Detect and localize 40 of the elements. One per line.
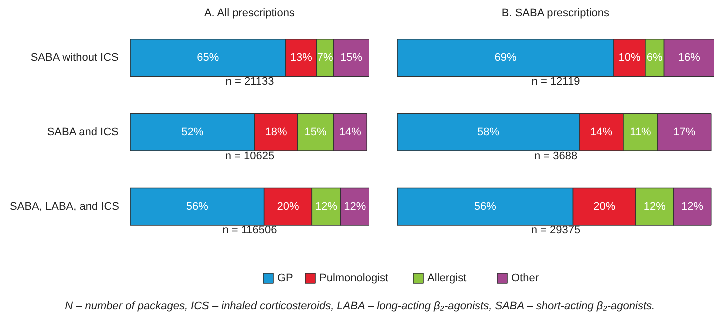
data-label: 12% xyxy=(682,200,704,213)
data-label: 7% xyxy=(317,52,334,64)
y-tick-label: SABA and ICS xyxy=(47,126,119,138)
chart-title: A. All prescriptions xyxy=(204,8,296,20)
data-label: 17% xyxy=(674,126,696,138)
data-label: 16% xyxy=(678,52,701,64)
annotation: n = 10625 xyxy=(225,150,275,162)
data-label: 18% xyxy=(265,126,288,138)
data-label: 6% xyxy=(646,52,664,64)
data-label: 11% xyxy=(630,126,652,138)
data-label: 65% xyxy=(197,52,220,64)
legend-label: Allergist xyxy=(428,272,467,284)
data-label: 14% xyxy=(339,126,362,138)
annotation: n = 12119 xyxy=(532,76,580,88)
data-label: 15% xyxy=(304,126,327,138)
data-label: 15% xyxy=(340,52,363,64)
annotation: n = 3688 xyxy=(534,150,578,162)
data-label: 20% xyxy=(277,200,300,213)
annotation: n = 29375 xyxy=(531,224,581,237)
data-label: 14% xyxy=(590,126,613,138)
chart-title: B. SABA prescriptions xyxy=(502,8,610,20)
data-label: 58% xyxy=(478,126,500,138)
data-label: 10% xyxy=(618,52,641,64)
data-label: 56% xyxy=(186,200,209,213)
data-label: 12% xyxy=(644,200,666,213)
y-tick-label: SABA, LABA, and ICS xyxy=(10,200,120,213)
legend-label: Other xyxy=(512,272,540,284)
data-label: 12% xyxy=(344,200,366,213)
data-label: 69% xyxy=(494,52,518,64)
legend-label: Pulmonologist xyxy=(320,272,389,284)
y-tick-label: SABA without ICS xyxy=(30,52,119,64)
data-label: 52% xyxy=(182,126,204,138)
text: N – number of packages, ICS – inhaled corticosteroids, LABA – long-acting β₂-agonists, SABA – short-acting β₂-agonists. xyxy=(65,300,656,312)
data-label: 12% xyxy=(315,200,338,213)
data-label: 56% xyxy=(474,200,497,213)
annotation: n = 116506 xyxy=(222,224,278,237)
legend-label: GP xyxy=(278,272,294,284)
data-label: 20% xyxy=(594,200,616,213)
data-label: 13% xyxy=(290,52,313,64)
annotation: n = 21133 xyxy=(226,76,274,88)
